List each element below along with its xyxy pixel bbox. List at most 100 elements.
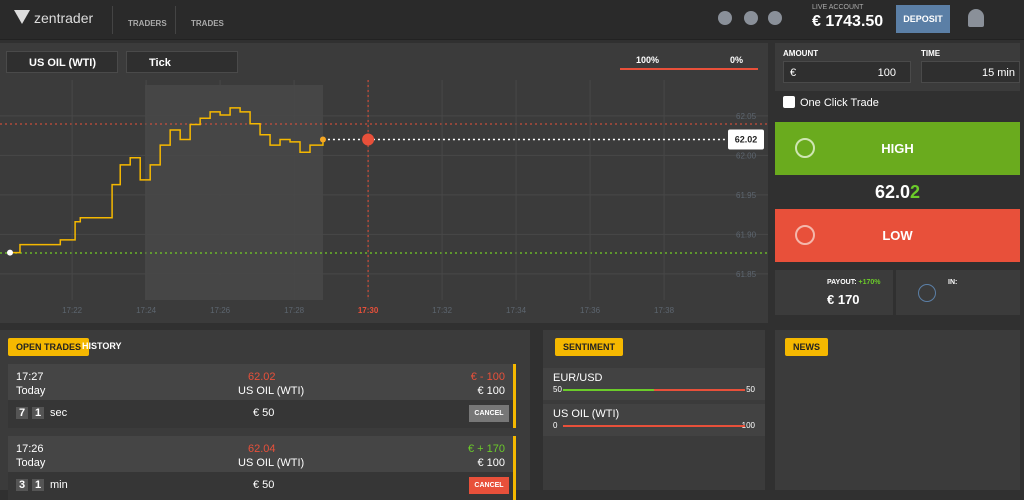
nav-trades[interactable]: TRADES xyxy=(191,19,224,28)
x-tick-label: 17:36 xyxy=(580,306,601,315)
balance: € 1743.50 xyxy=(812,13,884,30)
live-price: 62.02 xyxy=(775,182,1020,203)
checkbox[interactable] xyxy=(783,96,795,108)
payout: € 170 xyxy=(827,292,860,307)
sentiment-bar-right xyxy=(563,425,745,427)
trade-row: 17:26 Today 62.04 US OIL (WTI) € + 170 € 100 3… xyxy=(8,436,516,500)
tab-history[interactable]: HISTORY xyxy=(82,341,122,351)
price-last: 2 xyxy=(910,182,921,202)
trade-day: Today xyxy=(16,457,46,469)
time: 15 min xyxy=(981,67,1015,79)
user-icon[interactable] xyxy=(968,9,984,27)
high-label: HIGH xyxy=(881,141,914,156)
sentiment-right: 100 xyxy=(741,421,755,430)
sentiment-name: US OIL (WTI) xyxy=(553,408,620,420)
sentiment-line xyxy=(620,68,758,70)
sentiment-title: SENTIMENT xyxy=(555,338,624,356)
price-main: 62.0 xyxy=(874,182,911,202)
trades-panel: OPEN TRADES HISTORY 17:27 Today 62.02 US OI… xyxy=(0,330,530,500)
trade-result: € - 100 xyxy=(470,371,505,383)
trade-amount: € 100 xyxy=(477,457,505,469)
news-title: NEWS xyxy=(785,338,828,356)
y-tick-label: 62.00 xyxy=(736,151,757,160)
start-dot xyxy=(6,249,13,256)
x-tick-label: 17:38 xyxy=(654,306,675,315)
payout-label: PAYOUT: xyxy=(827,279,857,286)
trade-stake: € 50 xyxy=(253,407,275,419)
price-tag-label: 62.02 xyxy=(735,135,758,145)
trade-time: 17:27 xyxy=(16,371,44,383)
x-tick-label: 17:22 xyxy=(62,306,83,315)
help-icon[interactable] xyxy=(768,11,782,25)
nav-traders[interactable]: TRADERS xyxy=(128,19,167,28)
payout-pct: +170% xyxy=(858,279,881,286)
one-click-label[interactable]: One Click Trade xyxy=(800,97,879,109)
trade-day: Today xyxy=(16,385,46,397)
down-pct: 100% xyxy=(636,55,660,65)
trade-amount: € 100 xyxy=(477,385,505,397)
cancel-button[interactable]: CANCEL xyxy=(469,477,509,494)
payout-box: PAYOUT: +170% € 170 xyxy=(775,270,893,315)
trade-controls: 3 1 min € 50 CANCEL xyxy=(8,472,513,500)
trade-controls: 7 1 sec € 50 CANCEL xyxy=(8,400,513,428)
cancel-button[interactable]: CANCEL xyxy=(469,405,509,422)
sound-icon[interactable] xyxy=(718,11,732,25)
amount-input[interactable]: € 100 xyxy=(783,61,911,83)
y-tick-label: 61.90 xyxy=(736,230,757,239)
time-input[interactable]: 15 min xyxy=(921,61,1020,83)
shade xyxy=(145,85,323,300)
up-pct: 0% xyxy=(730,55,744,65)
sentiment-name: EUR/USD xyxy=(553,372,603,384)
trade-price: 62.04 xyxy=(248,443,276,455)
news-panel: NEWS xyxy=(775,330,1020,490)
period: Tick xyxy=(149,57,171,69)
period-select[interactable]: Tick xyxy=(126,51,238,73)
sentiment-bar-left xyxy=(563,389,654,391)
amount-label: AMOUNT xyxy=(783,49,819,58)
asset: US OIL (WTI) xyxy=(29,57,97,69)
trade-asset: US OIL (WTI) xyxy=(238,457,305,469)
amount: 100 xyxy=(877,67,896,79)
tab-open[interactable]: OPEN TRADES xyxy=(8,338,90,356)
price-chart: 62.05 62.00 61.95 61.90 61.85 17:22 17:24 17:26… xyxy=(0,80,768,315)
counter-unit: min xyxy=(50,479,68,491)
x-tick-label: 17:34 xyxy=(506,306,527,315)
counter-unit: sec xyxy=(50,407,68,419)
counter-digit: 3 xyxy=(16,479,28,491)
counter-digit: 1 xyxy=(32,479,44,491)
in-label: IN: xyxy=(948,279,958,286)
logo: zentrader xyxy=(34,10,94,26)
currency: € xyxy=(790,67,797,79)
y-tick-label: 62.05 xyxy=(736,112,757,121)
trade-result: € + 170 xyxy=(467,443,505,455)
trade-stake: € 50 xyxy=(253,479,275,491)
time-label: TIME xyxy=(921,49,941,58)
high-button[interactable]: HIGH xyxy=(775,122,1020,175)
sentiment-left: 50 xyxy=(553,385,562,394)
sentiment-panel: SENTIMENT EUR/USD 50 50 US OIL (WTI) 0 100 xyxy=(543,330,765,490)
account-label: LIVE ACCOUNT xyxy=(812,4,864,11)
sentiment-row: US OIL (WTI) 0 100 xyxy=(543,404,765,436)
price-tag xyxy=(728,129,764,150)
theme-icon[interactable] xyxy=(744,11,758,25)
x-tick-label: 17:28 xyxy=(284,306,305,315)
counter-digit: 7 xyxy=(16,407,28,419)
sentiment-row: EUR/USD 50 50 xyxy=(543,368,765,400)
end-dot xyxy=(319,136,326,143)
deposit-button[interactable]: DEPOSIT xyxy=(896,5,950,33)
asset-select[interactable]: US OIL (WTI) xyxy=(6,51,118,73)
trade-time: 17:26 xyxy=(16,443,44,455)
logo-icon xyxy=(14,10,30,24)
x-tick-label: 17:26 xyxy=(210,306,231,315)
chart-panel: US OIL (WTI) Tick 100% 0% xyxy=(0,43,768,323)
low-label: LOW xyxy=(882,228,913,243)
x-tick-label: 17:30 xyxy=(358,306,379,315)
low-button[interactable]: LOW xyxy=(775,209,1020,262)
top-bar: zentrader TRADERS TRADES LIVE ACCOUNT € … xyxy=(0,0,1024,40)
sentiment-right: 50 xyxy=(746,385,755,394)
trade-asset: US OIL (WTI) xyxy=(238,385,305,397)
trade-price: 62.02 xyxy=(248,371,276,383)
x-tick-label: 17:32 xyxy=(432,306,453,315)
x-tick-label: 17:24 xyxy=(136,306,157,315)
expiry-marker xyxy=(362,133,375,146)
